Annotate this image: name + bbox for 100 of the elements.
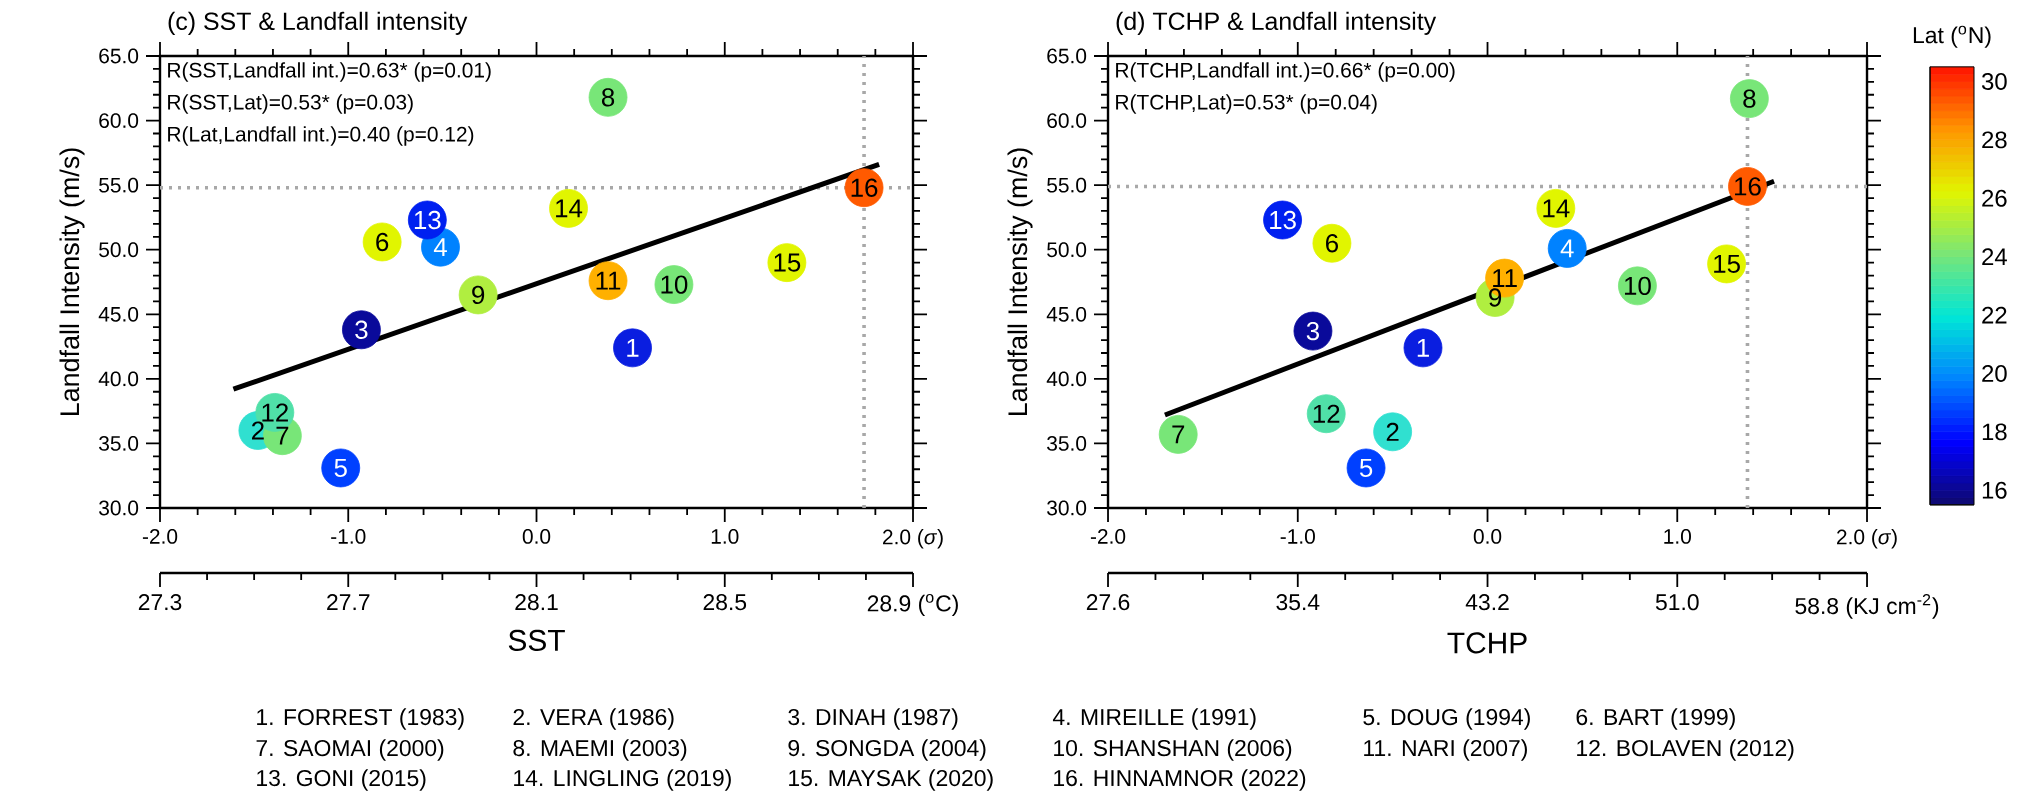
y-tick-label: 40.0 (1046, 371, 1087, 387)
annotation: R(Lat,Landfall int.)=0.40 (p=0.12) (168, 126, 474, 146)
annotation: 8 (601, 88, 615, 107)
color-bar-label: 28 (1982, 131, 2007, 149)
annotation: 9 (472, 285, 485, 305)
color-bar-label: 24 (1982, 248, 2007, 265)
x2-tick-label: 28.5 (703, 594, 747, 611)
x-tick-label: 0.0 (1473, 529, 1502, 544)
text: 13. GONI (2015) (257, 769, 426, 791)
color-bar-title: Lat ($^{o}$N) (1913, 25, 1991, 48)
chart-title: (c) SST & Landfall intensity (168, 11, 468, 35)
y-axis-title: Landfall Intensity (m/s) (1007, 148, 1033, 416)
chart-title: (d) TCHP & Landfall intensity (1116, 11, 1437, 35)
x-tick-label: -2.0 (142, 529, 178, 544)
x2-tick-label: 51.0 (1655, 594, 1699, 611)
color-bar-label: 26 (1982, 189, 2007, 207)
x2-tick-label: 35.4 (1276, 594, 1320, 611)
annotation: 14 (1543, 199, 1570, 218)
annotation: 6 (376, 232, 389, 252)
annotation: 15 (774, 253, 801, 272)
y-tick-label: 30.0 (99, 500, 139, 516)
y-tick-label: 30.0 (1047, 500, 1087, 516)
annotation: 13 (414, 210, 441, 230)
text: 10. SHANSHAN (2006) (1054, 739, 1292, 761)
x-tick-label: 0.0 (522, 529, 551, 544)
x-tick-label: 1.0 (711, 529, 739, 544)
text: 9. SONGDA (2004) (788, 739, 986, 761)
annotation: 2 (1386, 422, 1399, 441)
color-bar-label: 18 (1982, 423, 2007, 441)
annotation: 10 (1624, 276, 1651, 296)
annotation: 16 (1735, 177, 1761, 196)
annotation: 7 (1172, 425, 1185, 444)
annotation: 2 (252, 421, 264, 440)
text: 15. MAYSAK (2020) (789, 769, 993, 791)
y-tick-label: 65.0 (1047, 48, 1087, 64)
annotation: R(SST,Lat)=0.53* (p=0.03) (168, 94, 413, 114)
x-tick-label: 2.0 (σ) (883, 529, 943, 549)
text: 7. SAOMAI (2000) (256, 739, 444, 761)
annotation: 8 (1743, 89, 1756, 108)
text: 12. BOLAVEN (2012) (1577, 739, 1794, 761)
text: 8. MAEMI (2003) (513, 739, 687, 761)
annotation: 12 (262, 403, 288, 422)
text: 1. FORREST (1983) (257, 708, 464, 730)
annotation: 10 (661, 275, 688, 294)
text: 2. VERA (1986) (513, 708, 674, 730)
annotation: 12 (1313, 404, 1340, 423)
x2-tick-label: 27.6 (1086, 594, 1130, 611)
y-tick-label: 35.0 (1047, 436, 1087, 451)
x2-tick-label: 27.3 (138, 594, 182, 611)
x2-axis-title: SST (508, 629, 565, 651)
y-tick-label: 40.0 (98, 371, 139, 387)
x-tick-label: 2.0 (σ) (1837, 529, 1897, 549)
text: 11. NARI (2007) (1364, 739, 1527, 761)
color-bar-label: 22 (1982, 306, 2007, 324)
annotation: 1 (1417, 338, 1429, 357)
y-tick-label: 55.0 (1047, 177, 1087, 193)
y-tick-label: 45.0 (98, 306, 139, 322)
annotation: 5 (334, 458, 347, 477)
text: 14. LINGLING (2019) (514, 769, 731, 791)
y-tick-label: 55.0 (99, 177, 139, 193)
text: 4. MIREILLE (1991) (1052, 708, 1256, 730)
annotation: 4 (1560, 239, 1574, 258)
x2-tick-label: 27.7 (327, 594, 370, 611)
y-tick-label: 45.0 (1046, 306, 1087, 322)
color-bar-label: 20 (1982, 364, 2007, 382)
annotation: 1 (627, 338, 639, 357)
annotation: R(TCHP,Landfall int.)=0.66* (p=0.00) (1116, 62, 1455, 82)
x2-tick-label: 28.9 ($^{o}$C) (867, 594, 958, 617)
x-tick-label: -1.0 (1280, 529, 1315, 544)
annotation: R(TCHP,Lat)=0.53* (p=0.04) (1116, 94, 1377, 114)
annotation: 9 (1489, 288, 1502, 307)
x2-tick-label: 43.2 (1465, 594, 1509, 611)
x-tick-label: 1.0 (1664, 529, 1691, 544)
annotation: 16 (851, 178, 878, 197)
text: 5. DOUG (1994) (1363, 708, 1530, 730)
x-tick-label: -1.0 (331, 529, 366, 544)
color-bar-label: 16 (1982, 481, 2007, 499)
text: 6. BART (1999) (1576, 708, 1735, 730)
annotation: 3 (355, 320, 368, 339)
annotation: 6 (1326, 234, 1338, 253)
y-tick-label: 35.0 (99, 436, 139, 451)
annotation: R(SST,Landfall int.)=0.63* (p=0.01) (168, 62, 491, 82)
annotation: 3 (1306, 321, 1320, 341)
y-tick-label: 50.0 (99, 242, 139, 258)
color-bar-label: 30 (1981, 72, 2007, 90)
x2-tick-label: 28.1 (515, 594, 558, 611)
x2-axis-title: TCHP (1447, 632, 1527, 654)
y-tick-label: 60.0 (99, 113, 139, 128)
annotation: 11 (1493, 269, 1517, 288)
y-tick-label: 65.0 (99, 48, 139, 64)
annotation: 14 (556, 199, 583, 218)
text: 16. HINNAMNOR (2022) (1054, 769, 1306, 791)
x-tick-label: -2.0 (1090, 529, 1126, 544)
y-tick-label: 60.0 (1047, 113, 1087, 128)
annotation: 7 (276, 426, 289, 445)
annotation: 13 (1270, 210, 1296, 230)
text: 3. DINAH (1987) (788, 708, 958, 730)
annotation: 11 (596, 271, 621, 290)
annotation: 15 (1714, 254, 1740, 273)
y-axis-title: Landfall Intensity (m/s) (59, 148, 85, 416)
